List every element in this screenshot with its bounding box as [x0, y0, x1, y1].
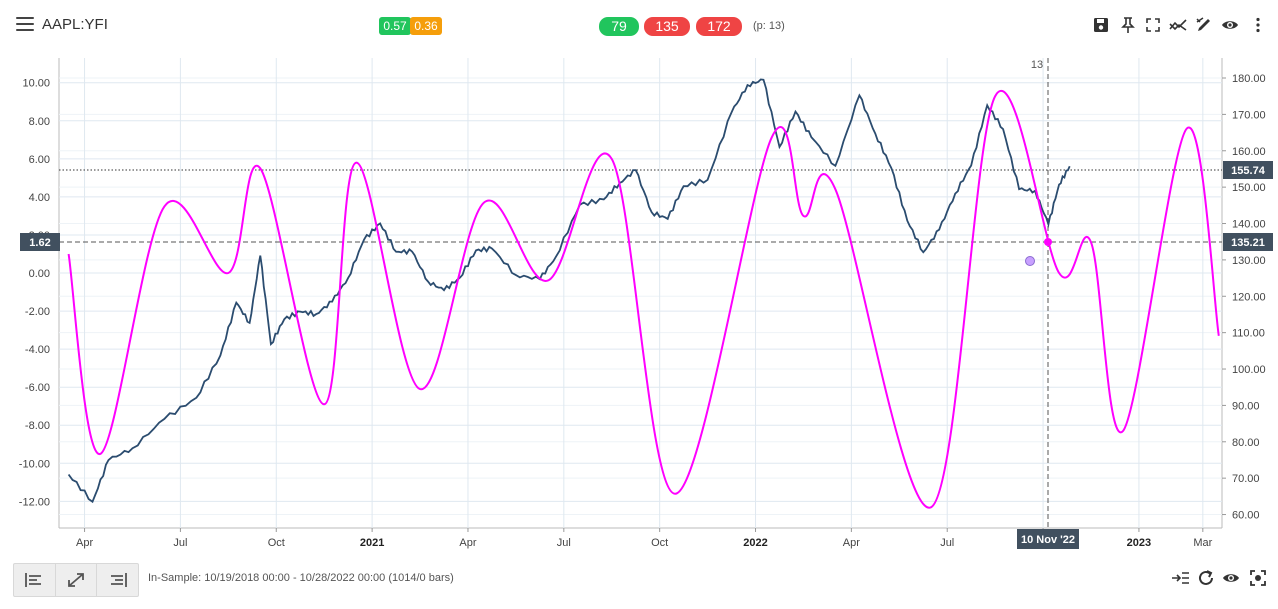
hamburger-menu-icon[interactable] — [16, 17, 34, 33]
right-tick-label: 140.00 — [1232, 219, 1266, 231]
cycle-pill-red-2[interactable]: 172 — [696, 17, 742, 36]
price-series-line — [67, 78, 1071, 504]
align-right-icon — [110, 573, 127, 587]
expand-icon — [68, 573, 84, 587]
cycle-label-left-bg — [20, 233, 60, 251]
trend-icon[interactable] — [1168, 15, 1188, 35]
align-left-button[interactable] — [14, 564, 56, 596]
in-sample-text: In-Sample: 10/19/2018 00:00 - 10/28/2022… — [148, 572, 454, 584]
focus-icon[interactable] — [1248, 568, 1268, 588]
right-axis: 180.00 170.00 160.00 150.00 140.00 130.00 120.… — [1222, 73, 1266, 522]
right-tick-label: 80.00 — [1232, 437, 1260, 449]
left-tick-label: 8.00 — [29, 116, 50, 128]
view-button-group — [13, 563, 139, 597]
left-tick-label: -12.00 — [19, 496, 50, 508]
right-tick-label: 150.00 — [1232, 182, 1266, 194]
x-tick-label: 2021 — [360, 537, 384, 549]
pin-icon[interactable] — [1118, 15, 1138, 35]
eye-icon[interactable] — [1221, 568, 1241, 588]
expand-button[interactable] — [56, 564, 98, 596]
cycle-series-line — [67, 90, 1220, 509]
price-label: 155.74 — [1231, 165, 1266, 177]
left-tick-label: 0.00 — [29, 268, 50, 280]
price-label-bg — [1223, 161, 1273, 179]
cycle-current-marker[interactable] — [1025, 256, 1035, 266]
left-tick-label: 4.00 — [29, 192, 50, 204]
x-tick-label: Jul — [940, 537, 954, 549]
fullscreen-icon[interactable] — [1143, 15, 1163, 35]
indent-icon[interactable] — [1170, 568, 1190, 588]
left-axis: 10.008.006.004.002.000.00-2.00-4.00-6.00… — [19, 78, 50, 509]
right-tick-label: 170.00 — [1232, 109, 1266, 121]
cycle-pill-red-1[interactable]: 135 — [644, 17, 690, 36]
more-icon[interactable] — [1248, 15, 1268, 35]
right-tick-label: 130.00 — [1232, 255, 1266, 267]
x-tick-label: Oct — [651, 537, 668, 549]
left-tick-label: -10.00 — [19, 458, 50, 470]
cycle-label-left: 1.62 — [29, 237, 50, 249]
cycle-label-right: 135.21 — [1231, 237, 1265, 249]
right-tick-label: 60.00 — [1232, 510, 1260, 522]
right-tick-label: 180.00 — [1232, 73, 1266, 85]
cycle-projection-marker[interactable] — [1044, 238, 1052, 246]
right-tick-label: 110.00 — [1232, 328, 1265, 340]
align-right-button[interactable] — [97, 564, 138, 596]
bottom-bar: In-Sample: 10/19/2018 00:00 - 10/28/2022… — [0, 558, 1278, 608]
align-left-icon — [25, 573, 42, 587]
x-tick-label: Apr — [843, 537, 860, 549]
chart-area[interactable]: 10.008.006.004.002.000.00-2.00-4.00-6.00… — [0, 50, 1278, 555]
cycle-label-right-bg — [1223, 233, 1273, 251]
score-badge-green: 0.57 — [379, 17, 411, 35]
x-tick-label: Oct — [268, 537, 285, 549]
refresh-icon[interactable] — [1196, 568, 1216, 588]
right-tick-label: 90.00 — [1232, 400, 1260, 412]
x-tick-label: Jul — [557, 537, 571, 549]
grid — [58, 58, 1223, 529]
draw-icon[interactable] — [1194, 15, 1214, 35]
left-tick-label: -6.00 — [25, 382, 50, 394]
eye-icon[interactable] — [1220, 15, 1240, 35]
date-label: 10 Nov '22 — [1021, 534, 1075, 546]
cycle-chart[interactable]: 10.008.006.004.002.000.00-2.00-4.00-6.00… — [0, 50, 1278, 555]
x-tick-label: Jul — [173, 537, 187, 549]
x-tick-label: 2022 — [743, 537, 767, 549]
left-tick-label: -2.00 — [25, 306, 50, 318]
top-bar: AAPL:YFI 0.57 0.36 79 135 172 (p: 13) — [0, 0, 1278, 50]
x-tick-label: 2023 — [1127, 537, 1151, 549]
left-tick-label: 6.00 — [29, 154, 50, 166]
right-tick-label: 120.00 — [1232, 291, 1266, 303]
period-text: (p: 13) — [753, 20, 785, 32]
symbol-title[interactable]: AAPL:YFI — [42, 16, 108, 33]
save-icon[interactable] — [1091, 15, 1111, 35]
x-tick-label: Mar — [1193, 537, 1212, 549]
score-badge-orange: 0.36 — [410, 17, 442, 35]
cycle-pill-green[interactable]: 79 — [599, 17, 639, 36]
right-tick-label: 100.00 — [1232, 364, 1266, 376]
left-tick-label: 10.00 — [22, 78, 50, 90]
x-tick-label: Apr — [76, 537, 93, 549]
left-tick-label: -8.00 — [25, 420, 50, 432]
date-label-bg — [1017, 529, 1079, 549]
x-tick-label: Apr — [459, 537, 476, 549]
right-tick-label: 70.00 — [1232, 473, 1260, 485]
right-tick-label: 160.00 — [1232, 146, 1266, 158]
period-marker-label: 13 — [1031, 59, 1043, 71]
left-tick-label: -4.00 — [25, 344, 50, 356]
